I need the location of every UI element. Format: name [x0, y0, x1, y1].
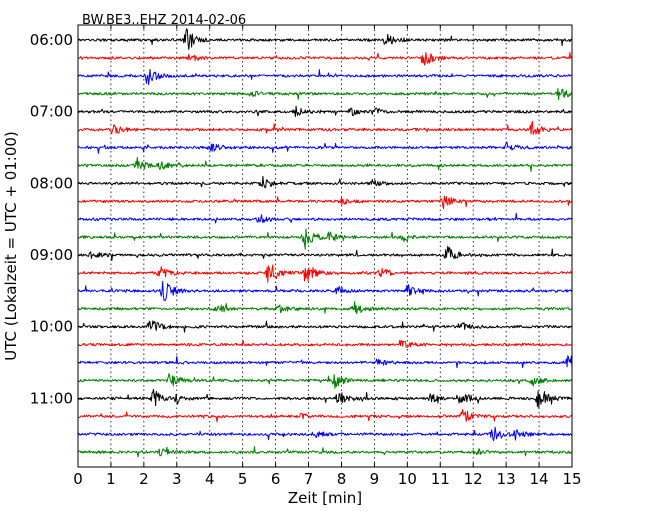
seismogram-trace	[77, 28, 573, 50]
x-tick-label: 2	[139, 470, 149, 488]
x-tick-label: 1	[106, 470, 116, 488]
x-tick-label: 0	[73, 470, 83, 488]
x-tick-label: 10	[398, 470, 417, 488]
tick-layer: 0 1 2 3 4 5 6 7 8 9 10 11 12 13 14 1506:0007:0008:0009:…	[30, 25, 582, 488]
y-tick-label: 06:00	[30, 31, 73, 49]
grid-layer	[110, 25, 540, 467]
y-tick-label: 10:00	[30, 318, 73, 336]
seismogram-trace	[77, 373, 573, 389]
seismogram-trace	[77, 408, 573, 423]
seismogram-trace	[77, 446, 573, 458]
x-tick-label: 7	[304, 470, 314, 488]
y-tick-label: 07:00	[30, 103, 73, 121]
trace-layer	[77, 28, 573, 458]
seismogram-trace	[77, 141, 573, 154]
seismogram-trace	[77, 320, 573, 333]
x-tick-label: 9	[370, 470, 380, 488]
seismogram-trace	[77, 51, 573, 66]
x-tick-label: 11	[431, 470, 450, 488]
seismogram-trace	[77, 175, 573, 189]
seismogram-trace	[77, 156, 573, 172]
y-tick-label: 08:00	[30, 174, 73, 192]
y-tick-label: 09:00	[30, 246, 73, 264]
seismogram-trace	[77, 212, 573, 224]
x-tick-label: 4	[205, 470, 215, 488]
seismogram-trace	[77, 264, 573, 283]
x-tick-label: 6	[271, 470, 281, 488]
seismogram-trace	[77, 88, 573, 101]
y-axis-label: UTC (Lokalzeit = UTC + 01:00)	[2, 131, 20, 361]
seismogram-trace	[77, 388, 573, 409]
x-tick-label: 5	[238, 470, 248, 488]
chart-title: BW.BE3..EHZ 2014-02-06	[82, 13, 246, 28]
x-tick-label: 12	[464, 470, 483, 488]
x-tick-label: 13	[497, 470, 516, 488]
x-axis-label: Zeit [min]	[288, 489, 362, 507]
x-tick-label: 15	[562, 470, 581, 488]
plot-frame	[77, 24, 573, 468]
x-tick-label: 3	[172, 470, 182, 488]
x-tick-label: 14	[530, 470, 549, 488]
y-tick-label: 11:00	[30, 389, 73, 407]
seismogram-trace	[77, 280, 573, 301]
seismogram-trace	[77, 195, 573, 210]
seismogram-trace	[77, 245, 573, 262]
seismogram-trace	[77, 228, 573, 250]
x-tick-label: 8	[337, 470, 347, 488]
seismogram-trace	[77, 68, 573, 86]
seismogram-trace	[77, 105, 573, 118]
seismogram-trace	[77, 301, 573, 315]
seismogram-trace	[77, 426, 573, 442]
seismogram-trace	[77, 339, 573, 348]
seismogram-trace	[77, 355, 573, 369]
seismogram-trace	[77, 121, 573, 135]
